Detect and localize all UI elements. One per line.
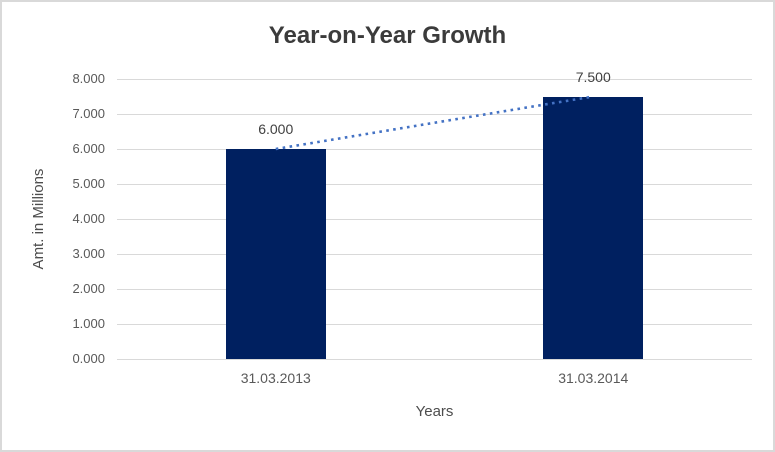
trendline [275, 95, 594, 151]
x-category-label: 31.03.2013 [240, 370, 311, 386]
y-tick-label: 6.000 [72, 141, 105, 156]
gridline [117, 184, 752, 185]
gridline [117, 149, 752, 150]
y-tick-label: 3.000 [72, 246, 105, 261]
x-category-label: 31.03.2014 [558, 370, 629, 386]
y-tick-label: 5.000 [72, 176, 105, 191]
y-tick-label: 0.000 [72, 351, 105, 366]
data-label: 7.500 [575, 68, 611, 85]
bar-31.03.2014 [543, 96, 644, 359]
gridline [117, 254, 752, 255]
gridline [117, 289, 752, 290]
gridline [117, 79, 752, 80]
y-tick-label: 7.000 [72, 106, 105, 121]
y-tick-label: 2.000 [72, 281, 105, 296]
gridline [117, 219, 752, 220]
chart-title: Year-on-Year Growth [268, 22, 507, 49]
plot-area: 6.000 7.500 [117, 69, 752, 360]
y-tick-label: 8.000 [72, 71, 105, 86]
x-axis-title: Years [415, 403, 454, 420]
gridline [117, 324, 752, 325]
data-label: 6.000 [258, 121, 294, 137]
y-tick-label: 1.000 [72, 316, 105, 331]
bar-31.03.2013 [225, 149, 326, 359]
gridline [117, 359, 752, 360]
gridline [117, 114, 752, 115]
y-tick-label: 4.000 [72, 211, 105, 226]
